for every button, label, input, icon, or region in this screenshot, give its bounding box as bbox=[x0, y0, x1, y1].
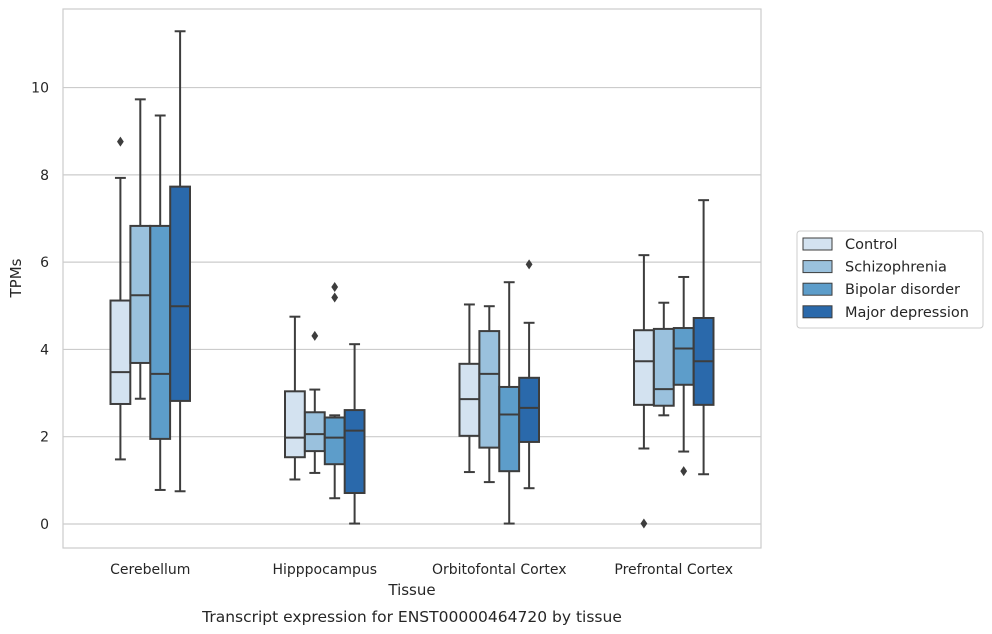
y-tick-labels: 0 2 4 6 8 10 bbox=[31, 81, 49, 533]
box-bipolar-disorder bbox=[498, 281, 521, 525]
box-body bbox=[343, 409, 366, 495]
box-body bbox=[518, 376, 541, 443]
y-tick-label: 4 bbox=[40, 342, 49, 358]
y-tick-label: 10 bbox=[31, 81, 49, 97]
legend-label: Control bbox=[845, 237, 897, 253]
box-control bbox=[109, 136, 132, 461]
legend-frame bbox=[796, 230, 984, 329]
legend: Control Schizophrenia Bipolar disorder Majo… bbox=[796, 230, 984, 329]
box-series bbox=[109, 30, 715, 529]
box-control bbox=[633, 254, 655, 529]
box-major-depression bbox=[343, 343, 366, 525]
x-tick-label: Prefrontal Cortex bbox=[614, 562, 733, 578]
legend-label: Bipolar disorder bbox=[845, 282, 960, 298]
legend-swatch bbox=[802, 305, 833, 319]
box-major-depression bbox=[169, 30, 191, 493]
outlier-marker bbox=[331, 282, 339, 293]
x-axis-label: Tissue bbox=[387, 581, 435, 599]
outlier-marker bbox=[311, 330, 319, 341]
x-tick-label: Hipppocampus bbox=[272, 562, 377, 578]
legend-swatch bbox=[802, 260, 833, 274]
y-axis-label: TPMs bbox=[7, 258, 25, 298]
box-bipolar-disorder bbox=[672, 275, 695, 477]
box-bipolar-disorder bbox=[149, 114, 172, 491]
box-body bbox=[284, 390, 306, 459]
x-tick-label: Cerebellum bbox=[110, 562, 190, 578]
outlier-marker bbox=[331, 292, 339, 303]
outlier-marker bbox=[117, 136, 124, 147]
box-schizophrenia bbox=[652, 301, 675, 417]
x-tick-label: Orbitofontal Cortex bbox=[432, 562, 567, 578]
outlier-marker bbox=[680, 466, 688, 477]
box-body bbox=[303, 411, 326, 453]
box-body bbox=[652, 327, 675, 407]
y-tick-label: 8 bbox=[40, 168, 49, 184]
plot-frame bbox=[62, 8, 762, 549]
box-schizophrenia bbox=[478, 305, 501, 484]
outlier-marker bbox=[640, 518, 648, 529]
box-schizophrenia bbox=[129, 98, 152, 400]
box-body bbox=[633, 329, 655, 406]
box-body bbox=[498, 385, 521, 473]
y-tick-label: 0 bbox=[40, 517, 49, 533]
box-body bbox=[109, 299, 132, 405]
legend-label: Schizophrenia bbox=[845, 260, 947, 276]
box-bipolar-disorder bbox=[323, 282, 346, 500]
legend-swatch bbox=[802, 237, 833, 251]
box-major-depression bbox=[692, 199, 715, 476]
box-control bbox=[284, 315, 306, 481]
box-schizophrenia bbox=[303, 330, 326, 474]
box-control bbox=[458, 303, 481, 474]
box-body bbox=[149, 224, 172, 440]
y-tick-label: 2 bbox=[40, 430, 49, 446]
box-body bbox=[478, 330, 501, 449]
y-tick-label: 6 bbox=[40, 255, 49, 271]
box-body bbox=[323, 416, 346, 466]
box-major-depression bbox=[518, 259, 541, 490]
legend-swatch bbox=[802, 282, 833, 296]
box-body bbox=[672, 327, 695, 386]
x-tick-labels: Cerebellum Hipppocampus Orbitofontal Corte… bbox=[110, 562, 733, 578]
legend-label: Major depression bbox=[845, 305, 969, 321]
chart-caption: Transcript expression for ENST0000046472… bbox=[201, 608, 622, 626]
box-body bbox=[169, 185, 191, 402]
outlier-marker bbox=[525, 259, 533, 270]
